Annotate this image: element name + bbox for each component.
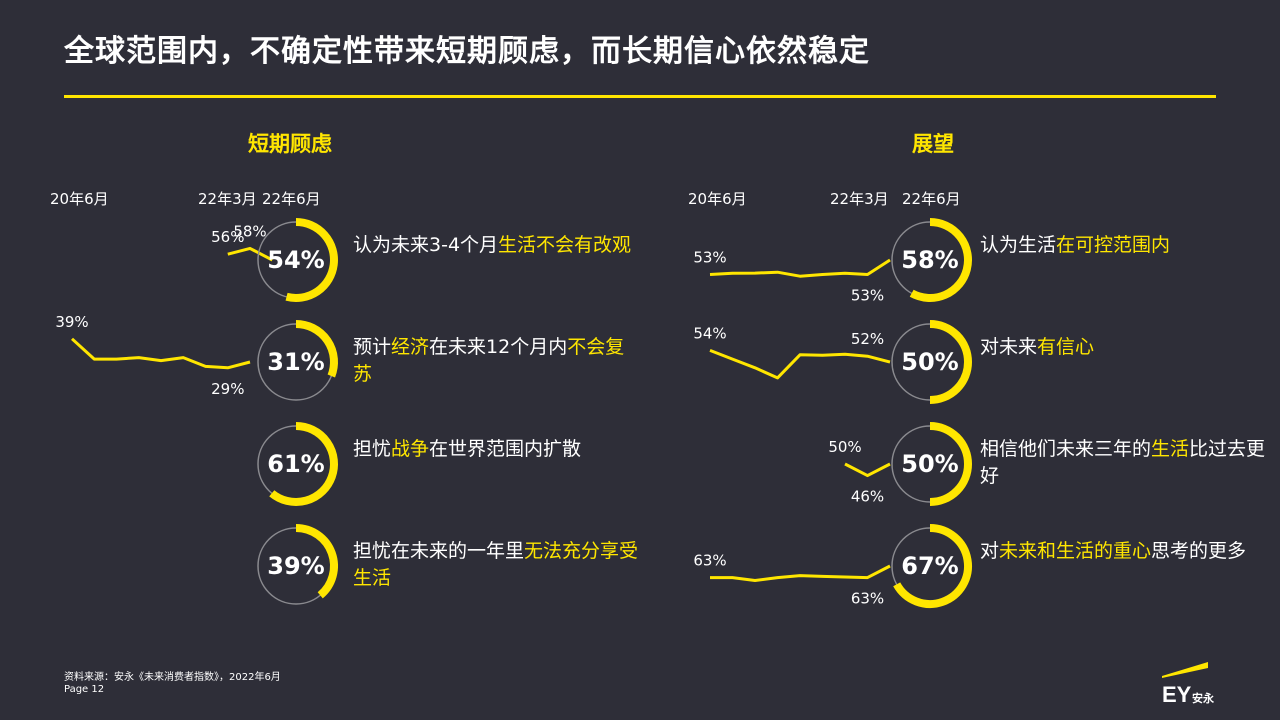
ring-value-0-1: 31% xyxy=(267,348,324,376)
ring-arc-1-2 xyxy=(929,422,972,506)
ey-logo: EY 安永 xyxy=(1162,662,1222,707)
section-title-short-term: 短期顾虑 xyxy=(248,132,332,156)
trend-line-1-3 xyxy=(710,564,891,582)
row-description-0-0: 认为未来3-4个月生活不会有改观 xyxy=(353,232,643,259)
date-label-left-start: 20年6月 xyxy=(50,190,109,208)
ring-value-1-0: 58% xyxy=(901,246,958,274)
ring-arc-1-1 xyxy=(929,320,972,404)
footer-page-number: Page 12 xyxy=(64,684,105,695)
date-label-right-mid: 22年3月 xyxy=(830,190,889,208)
row-description-1-3: 对未来和生活的重心思考的更多 xyxy=(980,538,1270,565)
plain-text: 认为生活 xyxy=(980,234,1057,256)
point-label-1-2-1: 46% xyxy=(851,488,884,506)
point-label-1-0-1: 53% xyxy=(851,287,884,305)
highlight-text: 经济 xyxy=(391,336,430,358)
ring-arc-1-0 xyxy=(909,218,972,302)
point-label-0-1-0: 39% xyxy=(55,313,88,331)
point-label-0-1-1: 29% xyxy=(211,380,244,398)
section-title-outlook: 展望 xyxy=(912,132,954,156)
ring-arc-0-2 xyxy=(269,422,338,506)
row-description-0-3: 担忧在未来的一年里无法充分享受生活 xyxy=(353,538,643,592)
plain-text: 思考的更多 xyxy=(1151,540,1247,562)
highlight-text: 战争 xyxy=(391,438,430,460)
plain-text: 对未来 xyxy=(980,336,1038,358)
ey-logo-text: 安永 xyxy=(1192,691,1215,705)
highlight-text: 生活不会有改观 xyxy=(498,234,632,256)
plain-text: 预计 xyxy=(353,336,392,358)
point-label-1-3-0: 63% xyxy=(693,552,726,570)
plain-text: 比过去更好 xyxy=(980,438,1266,487)
row-description-1-2: 相信他们未来三年的生活比过去更好 xyxy=(980,436,1270,490)
plain-text: 在世界范围内扩散 xyxy=(429,438,582,460)
point-label-1-0-0: 53% xyxy=(693,249,726,267)
ring-arc-0-0 xyxy=(285,218,338,302)
trend-line-1-0 xyxy=(709,258,891,278)
plain-text: 认为未来3-4个月 xyxy=(353,234,499,256)
ring-arc-1-3 xyxy=(893,524,972,608)
point-label-0-0-0: 56% xyxy=(211,228,244,246)
ring-value-1-3: 67% xyxy=(901,552,958,580)
point-label-1-3-1: 63% xyxy=(851,590,884,608)
plain-text: 担忧在未来的一年里 xyxy=(353,540,525,562)
highlight-text: 生活 xyxy=(1151,438,1190,460)
plain-text: 担忧 xyxy=(353,438,392,460)
trend-line-1-1 xyxy=(709,349,891,380)
highlight-text: 在可控范围内 xyxy=(1056,234,1171,256)
ring-arc-0-3 xyxy=(295,524,338,599)
ring-value-0-2: 61% xyxy=(267,450,324,478)
ring-value-0-3: 39% xyxy=(267,552,324,580)
point-label-1-2-0: 50% xyxy=(828,438,861,456)
date-label-left-end: 22年6月 xyxy=(262,190,321,208)
date-label-right-end: 22年6月 xyxy=(902,190,961,208)
highlight-text: 未来和生活的重心 xyxy=(999,540,1152,562)
ring-value-1-2: 50% xyxy=(901,450,958,478)
highlight-text: 有信心 xyxy=(1037,336,1095,358)
plain-text: 对 xyxy=(980,540,1000,562)
trend-line-1-2 xyxy=(844,462,891,478)
date-label-left-mid: 22年3月 xyxy=(198,190,257,208)
page-title: 全球范围内，不确定性带来短期顾虑，而长期信心依然稳定 xyxy=(64,34,870,69)
point-label-1-1-1: 52% xyxy=(851,330,884,348)
row-description-1-1: 对未来有信心 xyxy=(980,334,1270,361)
point-label-1-1-0: 54% xyxy=(693,324,726,342)
date-label-right-start: 20年6月 xyxy=(688,190,747,208)
trend-line-0-0 xyxy=(227,246,273,262)
ring-value-1-1: 50% xyxy=(901,348,958,376)
ring-arc-0-1 xyxy=(295,320,338,378)
row-description-1-0: 认为生活在可控范围内 xyxy=(980,232,1270,259)
highlight-text: 无法充分享受生活 xyxy=(353,540,639,589)
row-description-0-1: 预计经济在未来12个月内不会复苏 xyxy=(353,334,643,388)
ey-logo-mark: EY xyxy=(1162,682,1192,706)
ey-logo-icon: EY 安永 xyxy=(1162,662,1215,707)
footer-source: 资料来源：安永《未来消费者指数》，2022年6月 xyxy=(64,672,281,683)
ring-value-0-0: 54% xyxy=(267,246,324,274)
title-divider xyxy=(64,95,1216,98)
highlight-text: 不会复苏 xyxy=(353,336,625,385)
trend-line-0-1 xyxy=(70,337,251,370)
point-label-0-0-1: 58% xyxy=(233,222,266,240)
row-description-0-2: 担忧战争在世界范围内扩散 xyxy=(353,436,643,463)
plain-text: 在未来12个月内 xyxy=(429,336,568,358)
plain-text: 相信他们未来三年的 xyxy=(980,438,1152,460)
